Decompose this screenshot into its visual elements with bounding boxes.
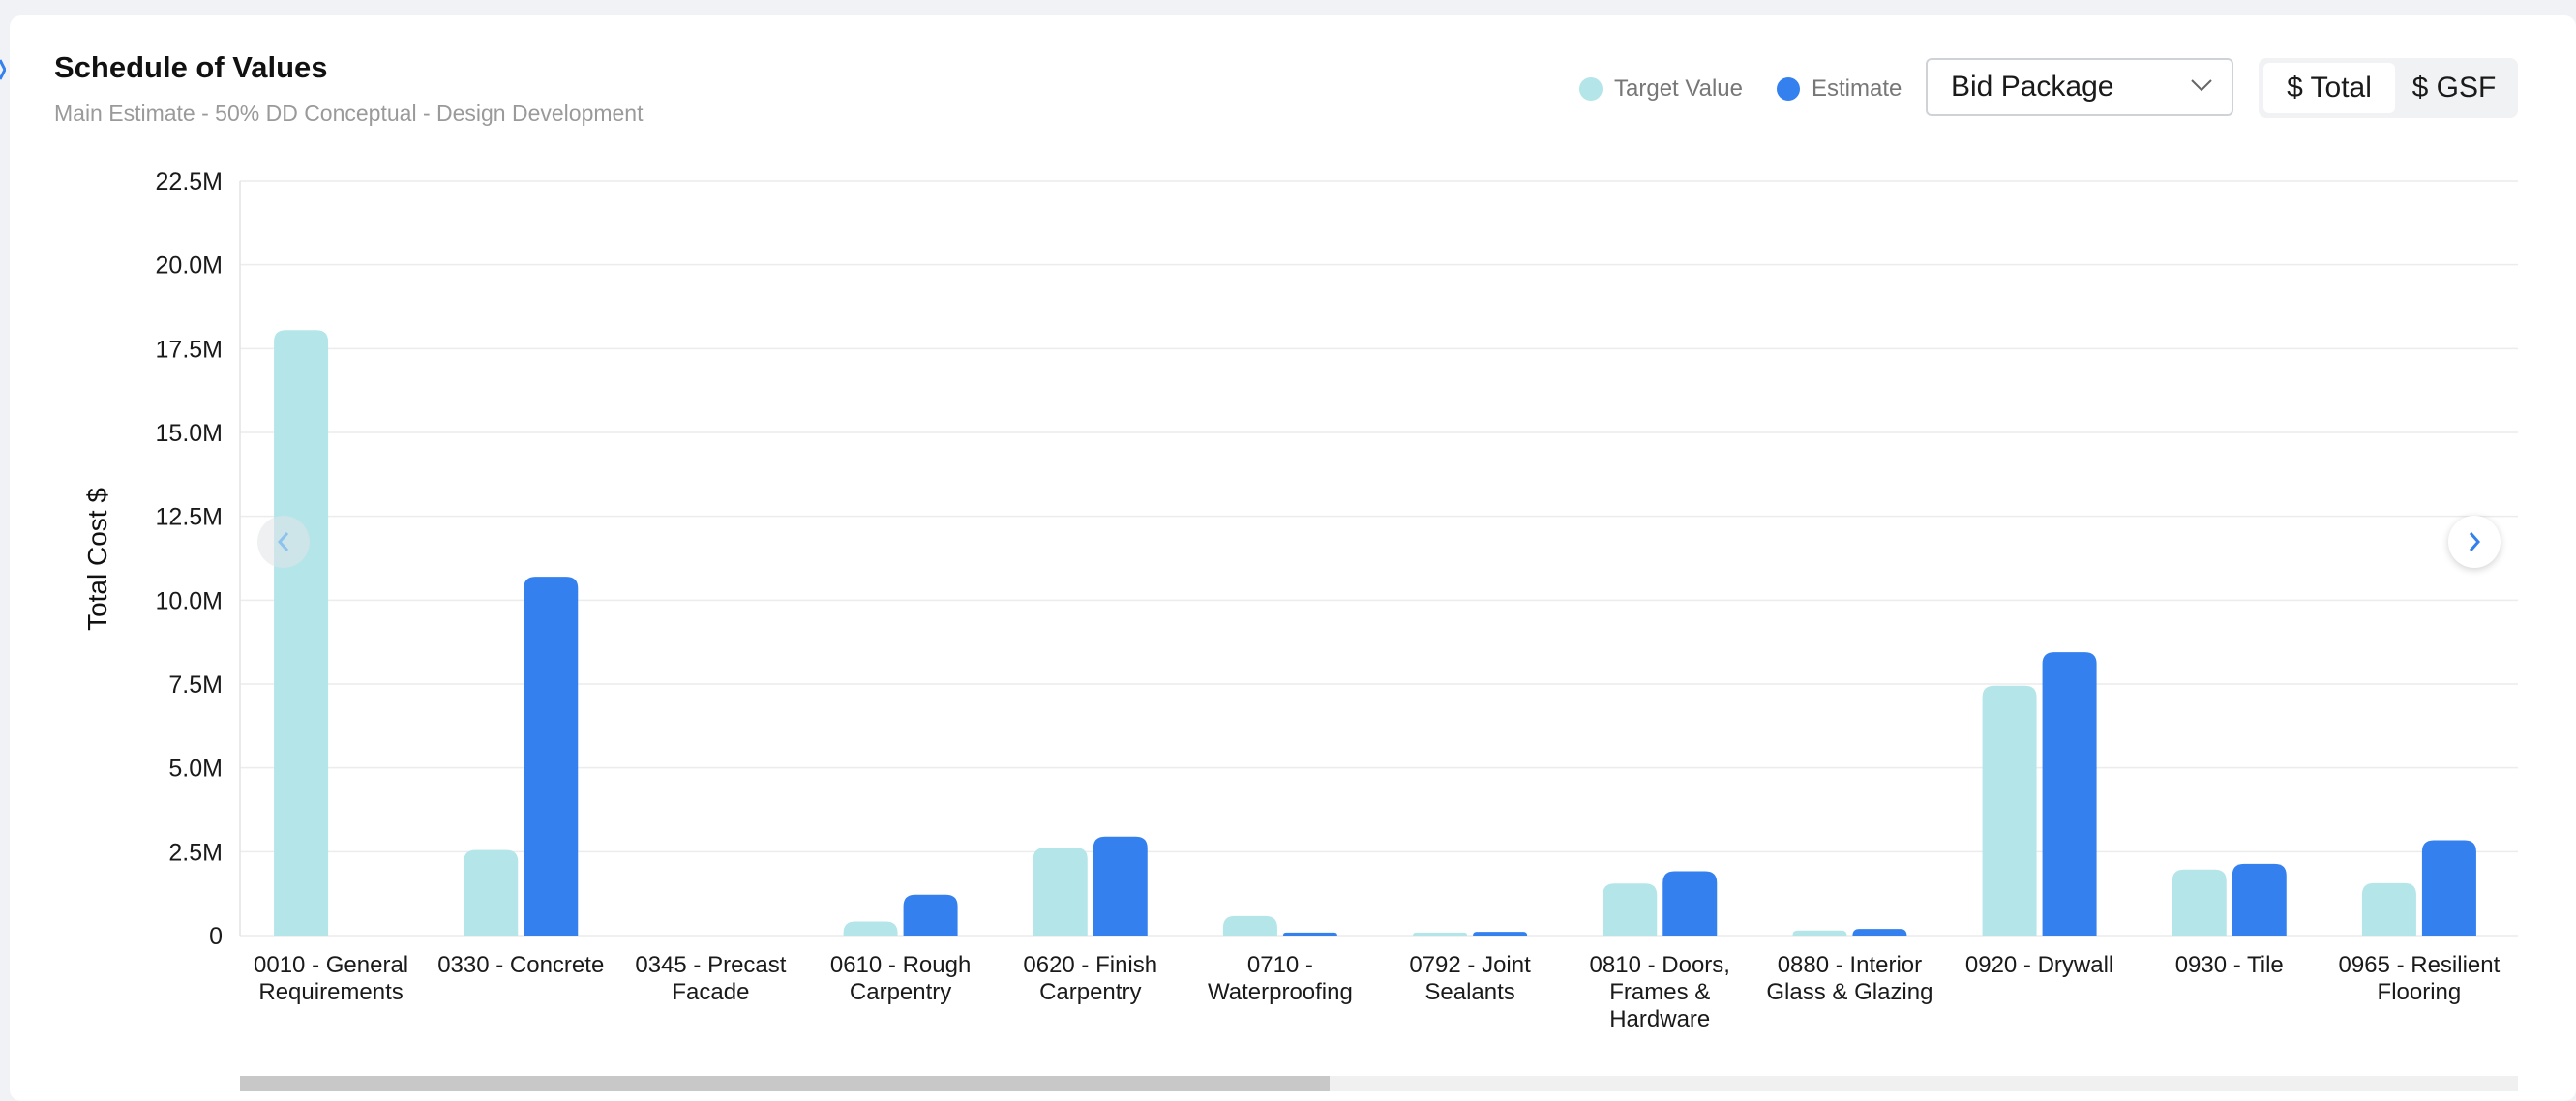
bar-estimate[interactable] xyxy=(524,577,579,936)
y-tick-label: 10.0M xyxy=(156,587,223,614)
x-tick-label: 0010 - General Requirements xyxy=(254,952,408,1005)
x-tick-label: 0792 - Joint Sealants xyxy=(1409,952,1531,1005)
bar-target[interactable] xyxy=(843,921,898,936)
bar-target[interactable] xyxy=(1792,930,1847,936)
edge-chevron-icon xyxy=(0,59,6,80)
bar-target[interactable] xyxy=(1222,915,1277,936)
x-tick-label: 0920 - Drywall xyxy=(1965,952,2113,978)
chart-next-button[interactable] xyxy=(2448,516,2501,568)
x-tick-label: 0610 - Rough Carpentry xyxy=(830,952,971,1005)
x-tick-label: 0330 - Concrete xyxy=(437,952,604,978)
bar-target[interactable] xyxy=(464,849,519,936)
bar-target[interactable] xyxy=(1033,848,1088,936)
y-tick-label: 20.0M xyxy=(156,253,223,280)
legend-item-estimate[interactable]: Estimate xyxy=(1777,74,1902,104)
chart-scrollbar[interactable] xyxy=(240,1076,2518,1091)
y-tick-label: 12.5M xyxy=(156,504,223,531)
value-mode-toggle: $ Total $ GSF xyxy=(2259,58,2518,118)
x-tick-label: 0345 - Precast Facade xyxy=(635,952,786,1005)
y-tick-label: 0 xyxy=(209,923,223,950)
bar-target[interactable] xyxy=(1982,685,2037,936)
bar-target[interactable] xyxy=(274,330,329,936)
legend-label-target: Target Value xyxy=(1614,75,1743,102)
legend-dot-estimate xyxy=(1777,77,1800,101)
x-tick-label: 0620 - Finish Carpentry xyxy=(1023,952,1157,1005)
bar-target[interactable] xyxy=(1413,932,1468,936)
chevron-down-icon xyxy=(2191,79,2212,92)
x-tick-label: 0965 - Resilient Flooring xyxy=(2339,952,2501,1005)
bar-estimate[interactable] xyxy=(1282,932,1337,936)
bar-estimate[interactable] xyxy=(1473,932,1528,936)
bar-estimate[interactable] xyxy=(2421,840,2476,936)
group-by-value: Bid Package xyxy=(1951,71,2114,103)
page-title: Schedule of Values xyxy=(54,50,328,84)
bar-estimate[interactable] xyxy=(1093,836,1148,936)
legend-label-estimate: Estimate xyxy=(1812,75,1902,102)
y-tick-label: 17.5M xyxy=(156,336,223,363)
bar-target[interactable] xyxy=(2361,882,2416,936)
page-subtitle: Main Estimate - 50% DD Conceptual - Desi… xyxy=(54,101,644,126)
group-by-select[interactable]: Bid Package xyxy=(1926,58,2233,116)
legend-item-target[interactable]: Target Value xyxy=(1579,74,1743,104)
chart-scrollbar-thumb[interactable] xyxy=(240,1076,1330,1091)
y-tick-label: 5.0M xyxy=(168,756,223,783)
bar-estimate[interactable] xyxy=(2232,863,2287,936)
bar-estimate[interactable] xyxy=(2042,652,2097,936)
toggle-gsf-button[interactable]: $ GSF xyxy=(2411,72,2497,104)
chart-prev-button[interactable] xyxy=(257,516,310,568)
bar-estimate[interactable] xyxy=(1852,929,1907,936)
chevron-right-icon xyxy=(2469,532,2481,551)
y-tick-label: 7.5M xyxy=(168,671,223,699)
bar-estimate[interactable] xyxy=(1662,871,1718,936)
y-tick-label: 2.5M xyxy=(168,839,223,866)
bar-target[interactable] xyxy=(1603,883,1658,936)
bar-target[interactable] xyxy=(2172,869,2227,936)
x-tick-label: 0810 - Doors, Frames & Hardware xyxy=(1590,952,1730,1032)
x-tick-label: 0930 - Tile xyxy=(2175,952,2284,978)
y-tick-label: 22.5M xyxy=(156,168,223,195)
y-tick-label: 15.0M xyxy=(156,420,223,447)
toggle-total-button[interactable]: $ Total xyxy=(2263,63,2395,113)
x-tick-label: 0710 -Waterproofing xyxy=(1208,952,1353,1005)
y-axis-title: Total Cost $ xyxy=(82,488,112,631)
chart-card xyxy=(10,15,2576,1101)
x-tick-label: 0880 - Interior Glass & Glazing xyxy=(1766,952,1932,1005)
legend-dot-target xyxy=(1579,77,1603,101)
bar-estimate[interactable] xyxy=(903,894,958,936)
chevron-left-icon xyxy=(277,532,289,551)
